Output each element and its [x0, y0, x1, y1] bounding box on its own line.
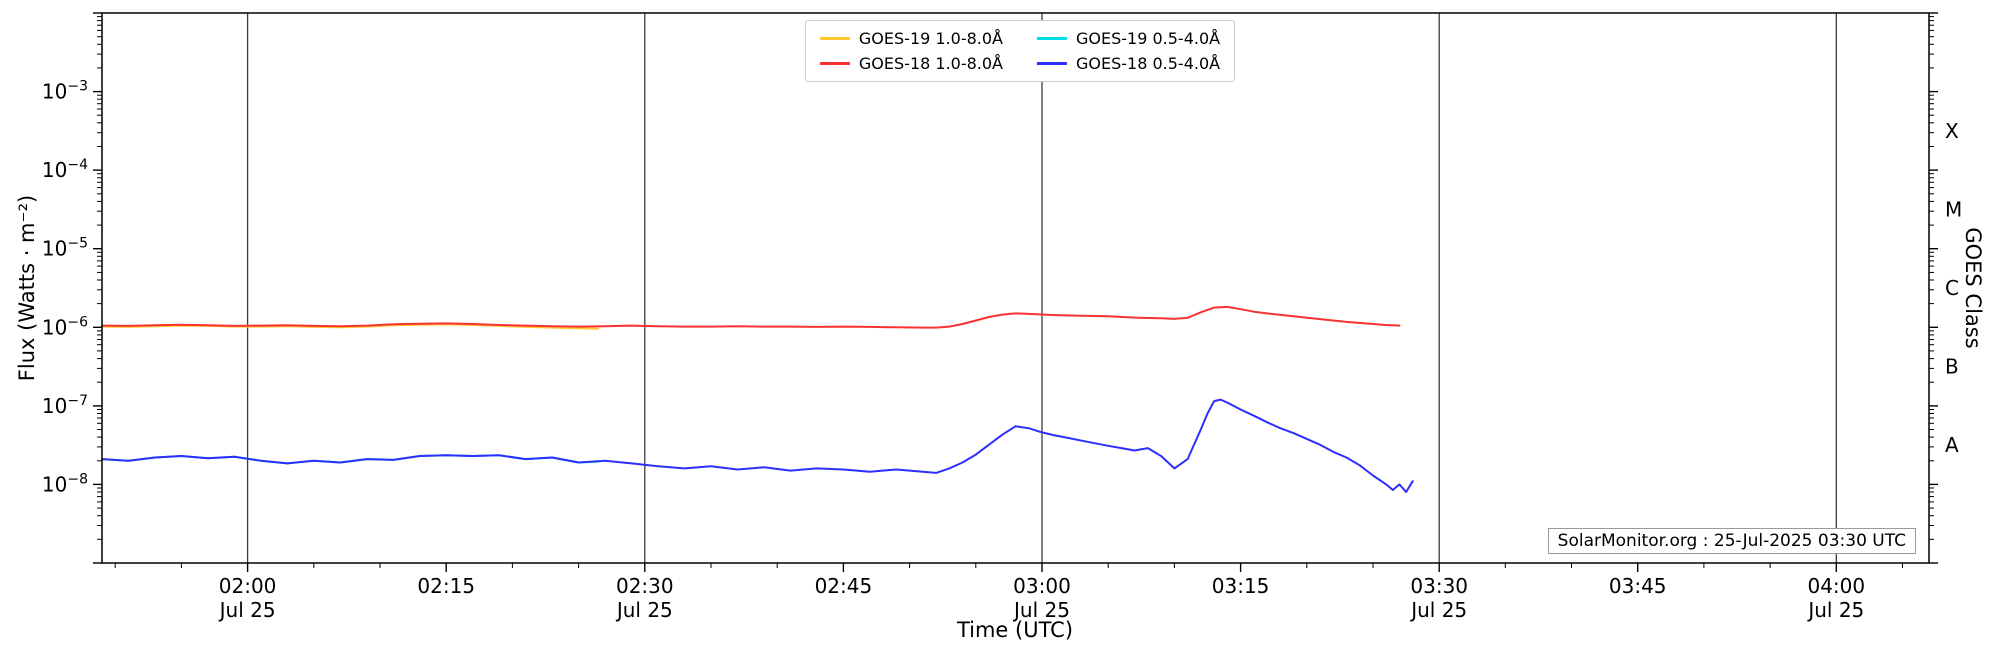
y-tick-label: 10−7 [42, 393, 88, 418]
legend-item-goes18-short: GOES-18 0.5-4.0Å [1037, 51, 1220, 76]
series-goes18-short [101, 398, 1414, 493]
watermark-solarmonitor: SolarMonitor.org : 25-Jul-2025 03:30 UTC [1547, 528, 1916, 554]
legend-label-goes18-short: GOES-18 0.5-4.0Å [1076, 54, 1221, 73]
legend-swatch-goes19-long-icon [819, 37, 850, 40]
x-tick-label-time: 03:30 [1410, 574, 1468, 598]
goes-class-label-c: C [1945, 276, 1959, 300]
legend-item-goes18-long: GOES-18 1.0-8.0Å [819, 51, 1003, 76]
legend-swatch-goes19-short-icon [1037, 37, 1067, 40]
goes-class-label-x: X [1945, 119, 1959, 143]
x-tick-label-time: 03:45 [1609, 574, 1667, 598]
x-axis-label-time: Time (UTC) [956, 618, 1074, 642]
legend-swatch-goes18-long-icon [819, 62, 850, 65]
legend-item-goes19-long: GOES-19 1.0-8.0Å [819, 26, 1003, 51]
legend-label-goes19-long: GOES-19 1.0-8.0Å [858, 29, 1003, 48]
legend-column-2: GOES-19 0.5-4.0Å GOES-18 0.5-4.0Å [1037, 26, 1220, 76]
goes-class-label-a: A [1945, 433, 1959, 457]
legend-swatch-goes18-short-icon [1037, 62, 1067, 65]
y-tick-label: 10−3 [42, 79, 88, 104]
legend-item-goes19-short: GOES-19 0.5-4.0Å [1037, 26, 1220, 51]
x-tick-label-date: Jul 25 [218, 598, 276, 622]
y-axis-label-flux: Flux (Watts · m⁻²) [15, 194, 39, 382]
y-axis-label-goes-class: GOES Class [1961, 227, 1985, 349]
x-tick-label-time: 04:00 [1807, 574, 1865, 598]
legend-label-goes19-short: GOES-19 0.5-4.0Å [1076, 29, 1221, 48]
goes-class-label-m: M [1945, 198, 1962, 222]
x-tick-label-time: 02:15 [417, 574, 475, 598]
series-goes18-long [101, 305, 1401, 329]
x-tick-label-date: Jul 25 [1012, 598, 1070, 622]
x-tick-label-time: 02:00 [219, 574, 277, 598]
x-tick-label-time: 03:00 [1013, 574, 1071, 598]
legend: GOES-19 1.0-8.0Å GOES-18 1.0-8.0Å GOES-1… [804, 20, 1236, 82]
x-tick-label-date: Jul 25 [1409, 598, 1467, 622]
goes-class-label-b: B [1945, 355, 1959, 379]
y-tick-label: 10−6 [42, 314, 88, 339]
x-tick-label-date: Jul 25 [615, 598, 673, 622]
plot-frame [101, 12, 1930, 564]
x-tick-label-time: 02:30 [616, 574, 674, 598]
legend-column-1: GOES-19 1.0-8.0Å GOES-18 1.0-8.0Å [819, 26, 1003, 76]
x-tick-label-time: 02:45 [815, 574, 873, 598]
x-tick-label-date: Jul 25 [1806, 598, 1864, 622]
legend-label-goes18-long: GOES-18 1.0-8.0Å [858, 54, 1003, 73]
y-tick-label: 10−4 [42, 157, 88, 182]
x-tick-label-time: 03:15 [1212, 574, 1270, 598]
y-tick-label: 10−8 [42, 471, 88, 496]
y-tick-label: 10−5 [42, 236, 88, 261]
